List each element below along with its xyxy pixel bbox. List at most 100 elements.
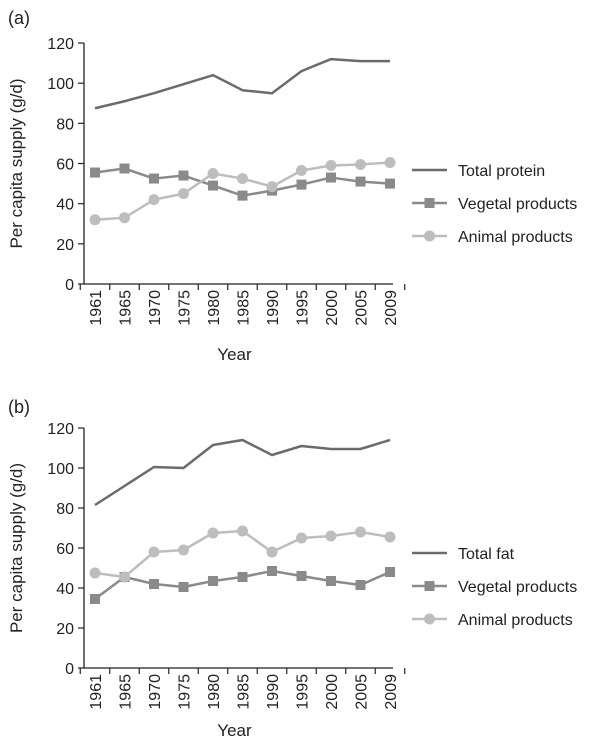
data-point-animal-products — [384, 531, 396, 543]
legend-swatch-marker — [424, 581, 435, 591]
x-tick-label: 1965 — [118, 674, 135, 710]
x-tick-label: 1980 — [206, 290, 223, 326]
y-tick-label: 60 — [56, 157, 74, 174]
data-point-vegetal-products — [267, 566, 277, 576]
data-point-vegetal-products — [385, 567, 395, 577]
data-point-vegetal-products — [208, 180, 218, 191]
x-tick-label: 1995 — [295, 674, 312, 710]
legend-swatch-marker — [424, 613, 435, 625]
data-point-animal-products — [148, 194, 160, 206]
data-point-vegetal-products — [296, 179, 307, 190]
data-point-animal-products — [207, 168, 219, 180]
data-point-animal-products — [266, 546, 278, 558]
x-tick-label: 1985 — [236, 674, 253, 710]
x-tick-label: 1961 — [88, 674, 105, 710]
series-line-total-protein — [94, 57, 390, 110]
data-point-vegetal-products — [237, 572, 248, 582]
x-tick-label: 2000 — [324, 290, 341, 326]
x-tick-label: 1970 — [147, 674, 164, 710]
x-tick-label: 1970 — [147, 290, 164, 326]
x-tick-label: 2009 — [383, 290, 400, 326]
x-tick-label: 1975 — [177, 290, 194, 326]
data-point-animal-products — [89, 214, 101, 226]
chart-panel-a: (a) 0 20 40 60 80 100 120 1961 1965 1970 1975 1980 19… — [7, 8, 577, 364]
y-axis-title: Per capita supply (g/d) — [7, 463, 26, 633]
series-line-total-fat — [94, 438, 391, 507]
y-tick-label: 40 — [56, 581, 74, 598]
data-point-vegetal-products — [149, 579, 159, 589]
y-tick-label: 80 — [56, 501, 74, 518]
data-point-animal-products — [325, 160, 337, 172]
x-tick-label: 1965 — [118, 290, 135, 326]
data-point-animal-products — [178, 188, 189, 200]
data-point-vegetal-products — [355, 176, 366, 187]
x-axis-title: Year — [217, 721, 252, 738]
x-tick-label: 1961 — [88, 290, 105, 326]
x-tick-label: 2000 — [324, 674, 341, 710]
legend-label: Vegetal products — [458, 579, 577, 596]
y-tick-label: 120 — [47, 421, 74, 438]
x-tick-label: 2005 — [354, 290, 371, 326]
legend-label: Total protein — [458, 163, 545, 180]
data-point-animal-products — [384, 156, 396, 168]
legend-label: Total fat — [458, 546, 515, 563]
y-tick-label: 100 — [47, 461, 74, 478]
data-point-vegetal-products — [149, 173, 159, 184]
x-tick-label: 1980 — [206, 674, 223, 710]
y-tick-label: 100 — [47, 76, 74, 93]
y-axis-title: Per capita supply (g/d) — [7, 78, 26, 248]
data-point-animal-products — [237, 525, 248, 537]
y-tick-label: 120 — [47, 36, 74, 53]
y-tick-label: 40 — [56, 197, 74, 214]
y-tick-label: 20 — [56, 621, 74, 638]
x-tick-label: 1985 — [236, 290, 253, 326]
data-point-vegetal-products — [385, 178, 395, 189]
data-point-vegetal-products — [178, 582, 189, 592]
y-tick-label: 0 — [65, 277, 74, 294]
y-tick-label: 60 — [56, 541, 74, 558]
x-tick-label: 1995 — [295, 290, 312, 326]
panel-label: (b) — [8, 397, 30, 417]
data-point-animal-products — [207, 527, 219, 539]
data-point-animal-products — [89, 567, 101, 579]
legend-label: Animal products — [458, 612, 573, 629]
x-axis-title: Year — [217, 345, 252, 364]
legend-label: Vegetal products — [458, 196, 577, 213]
data-point-animal-products — [355, 159, 366, 171]
data-point-vegetal-products — [326, 576, 336, 586]
data-point-animal-products — [355, 526, 366, 538]
data-point-vegetal-products — [178, 170, 189, 181]
data-point-animal-products — [266, 181, 278, 193]
x-tick-label: 1990 — [265, 290, 282, 326]
y-tick-label: 80 — [56, 116, 74, 133]
data-point-vegetal-products — [237, 190, 248, 201]
y-tick-label: 0 — [65, 661, 74, 678]
data-point-vegetal-products — [326, 172, 336, 183]
data-point-vegetal-products — [296, 571, 307, 581]
data-point-animal-products — [119, 571, 130, 583]
chart-panel-b: (b) 0 20 40 60 80 100 120 1961 1965 1970 1975 1980 19… — [7, 397, 577, 738]
legend-swatch-marker — [424, 198, 435, 208]
x-tick-label: 2009 — [383, 674, 400, 710]
series-line-animal-products — [94, 529, 391, 579]
data-point-vegetal-products — [119, 163, 130, 174]
data-point-animal-products — [296, 532, 307, 544]
data-point-vegetal-products — [90, 594, 100, 604]
y-tick-label: 20 — [56, 237, 74, 254]
panel-label: (a) — [8, 8, 30, 28]
data-point-animal-products — [325, 530, 337, 542]
x-tick-label: 2005 — [354, 674, 371, 710]
data-point-animal-products — [237, 173, 248, 185]
legend-label: Animal products — [458, 229, 573, 246]
x-tick-label: 1990 — [265, 674, 282, 710]
data-point-vegetal-products — [90, 167, 100, 178]
data-point-animal-products — [119, 212, 130, 224]
legend-swatch-marker — [424, 230, 435, 242]
data-point-animal-products — [296, 165, 307, 177]
x-tick-label: 1975 — [177, 674, 194, 710]
data-point-animal-products — [148, 546, 160, 558]
data-point-animal-products — [178, 544, 189, 556]
data-point-vegetal-products — [208, 576, 218, 586]
data-point-vegetal-products — [355, 580, 366, 590]
